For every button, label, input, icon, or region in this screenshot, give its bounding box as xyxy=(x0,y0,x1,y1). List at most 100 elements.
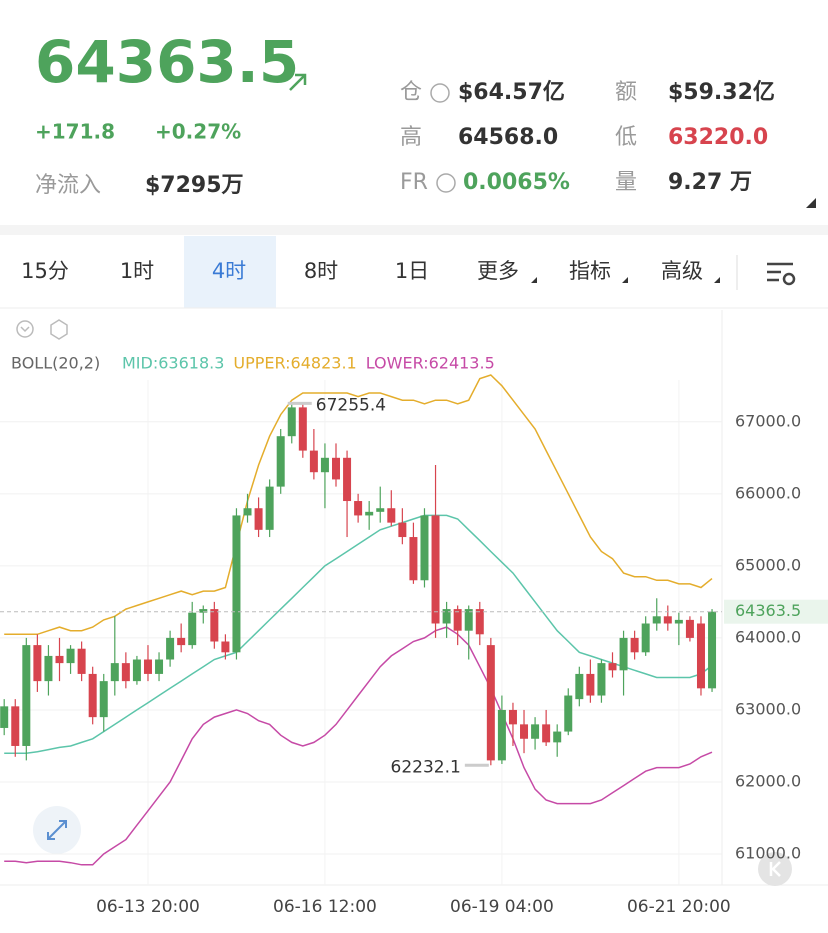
settings-icon[interactable] xyxy=(767,262,796,286)
last-price: 64363.5 xyxy=(35,28,299,96)
info-icon[interactable] xyxy=(436,173,456,193)
candle-body xyxy=(520,724,529,739)
candle-body xyxy=(99,681,108,718)
stat-value: 63220.0 xyxy=(668,125,768,150)
candle-body xyxy=(696,623,705,689)
candle-body xyxy=(77,648,86,674)
candle-body xyxy=(420,515,429,581)
candle-body xyxy=(387,508,396,523)
tab[interactable]: 15分 xyxy=(21,259,69,283)
dropdown-marks xyxy=(531,277,720,283)
candle-body xyxy=(66,648,75,664)
candle-body xyxy=(409,537,418,581)
candle-body xyxy=(199,609,208,613)
indicator-settings-icon[interactable] xyxy=(50,319,68,340)
y-tick-label: 64000.0 xyxy=(735,627,801,646)
candle-body xyxy=(188,612,197,646)
candle-body xyxy=(542,724,551,743)
boll-line xyxy=(4,514,713,754)
candle-body xyxy=(55,655,64,664)
candle-body xyxy=(298,407,307,451)
active-tab-bg xyxy=(184,236,276,308)
max-label: 67255.4 xyxy=(316,395,386,415)
candle-body xyxy=(575,673,584,700)
candle-body xyxy=(652,616,661,624)
candle-body xyxy=(475,609,484,635)
candle-body xyxy=(531,724,540,739)
stat-value: $59.32亿 xyxy=(668,80,775,105)
candle-body xyxy=(685,619,694,638)
net-inflow: $7295万 xyxy=(145,173,244,198)
candle-body xyxy=(442,609,451,624)
candle-body xyxy=(276,436,285,487)
fullscreen-icon xyxy=(47,820,67,840)
x-tick-label: 06-19 04:00 xyxy=(450,897,554,917)
candle-body xyxy=(320,457,329,473)
candle-body xyxy=(221,641,230,653)
tab[interactable]: 8时 xyxy=(304,259,338,283)
candle-body xyxy=(332,457,340,480)
tab[interactable]: 高级 xyxy=(661,259,703,283)
legend-entry: MID:63618.3 xyxy=(122,354,224,373)
candle-body xyxy=(376,508,385,512)
min-label: 62232.1 xyxy=(391,757,461,777)
stat-label: 高 xyxy=(400,125,422,150)
y-tick-label: 61000.0 xyxy=(735,844,801,863)
stat-value: 9.27 万 xyxy=(668,170,752,195)
y-tick-label: 65000.0 xyxy=(735,555,801,574)
candle-body xyxy=(210,609,219,642)
candle-body xyxy=(497,709,506,761)
candle-body xyxy=(243,508,252,516)
candle-body xyxy=(177,637,186,646)
candle-body xyxy=(708,611,717,689)
last-price-tag xyxy=(724,599,828,624)
last-price-label: 64363.5 xyxy=(735,601,801,620)
legend-entry: LOWER:62413.5 xyxy=(366,354,495,373)
tab-active[interactable]: 4时 xyxy=(212,259,246,283)
up-arrow xyxy=(289,73,307,91)
candle-body xyxy=(265,486,274,530)
tab-bar: 15分 1时 4时 8时 1日 更多 指标 高级 xyxy=(21,255,796,290)
candle-body xyxy=(354,501,363,516)
candle-body xyxy=(663,616,672,624)
x-tick-label: 06-21 20:00 xyxy=(627,897,731,917)
collapse-icon[interactable] xyxy=(16,320,34,338)
scroll-latest-button[interactable] xyxy=(758,852,792,886)
candle-body xyxy=(674,619,683,624)
candle-body xyxy=(166,637,175,660)
stat-label: 额 xyxy=(615,80,637,105)
tab[interactable]: 1日 xyxy=(395,259,429,283)
legend-entry: UPPER:64823.1 xyxy=(233,354,356,373)
candle-body xyxy=(44,655,53,682)
candle-body xyxy=(254,508,263,530)
candle-body xyxy=(155,659,164,674)
tab[interactable]: 1时 xyxy=(120,259,154,283)
y-tick-label: 67000.0 xyxy=(735,411,801,430)
candle-body xyxy=(586,673,595,696)
candle-body xyxy=(619,637,628,671)
y-tick-label: 63000.0 xyxy=(735,699,801,718)
collapse-chevron xyxy=(20,326,30,333)
candle-body xyxy=(11,706,20,746)
tab[interactable]: 指标 xyxy=(569,259,611,283)
candle-body xyxy=(110,663,119,682)
stat-value: 64568.0 xyxy=(458,125,558,150)
candle-body xyxy=(22,645,31,746)
candle-body xyxy=(232,515,241,653)
info-icon[interactable] xyxy=(430,83,450,103)
candle-body xyxy=(431,515,440,624)
stat-value: $64.57亿 xyxy=(458,80,565,105)
candle-body xyxy=(309,450,318,473)
stat-label: FR xyxy=(400,170,428,195)
expand-corner[interactable] xyxy=(806,198,816,208)
candle-body xyxy=(553,731,562,743)
tab[interactable]: 更多 xyxy=(477,259,519,283)
stat-label: 量 xyxy=(615,170,637,195)
candle-body xyxy=(343,457,352,502)
boll-line xyxy=(4,626,713,866)
net-inflow-label: 净流入 xyxy=(35,173,101,198)
price-change-pct: +0.27% xyxy=(155,120,241,144)
candle-body xyxy=(121,663,130,682)
candle-body xyxy=(564,695,573,732)
